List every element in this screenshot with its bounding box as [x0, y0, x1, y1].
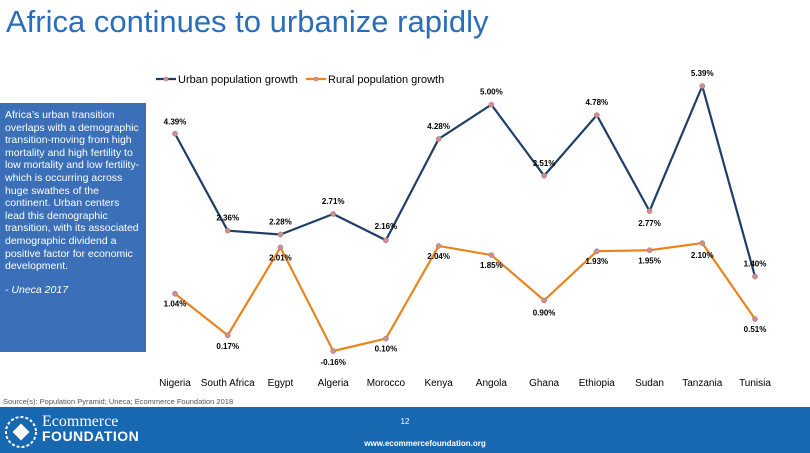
rural-point-egypt [277, 244, 284, 251]
x-tick-label: Tanzania [682, 378, 722, 389]
rural-data-label: 1.04% [164, 300, 187, 309]
urban-data-label: 2.36% [216, 214, 239, 223]
rural-series-line [174, 241, 756, 353]
quote-box: Africa’s urban transition overlaps with … [0, 103, 146, 352]
urban-point-tunisia [752, 273, 758, 280]
x-tick-label: Egypt [268, 378, 294, 389]
rural-data-label: 0.17% [216, 342, 239, 351]
rural-data-label: 2.04% [427, 252, 450, 261]
x-tick-label: Kenya [424, 378, 453, 389]
urban-data-label: 2.77% [638, 219, 661, 228]
source-note: Source(s): Population Pyramid; Uneca; Ec… [3, 397, 234, 406]
rural-data-label: 0.90% [533, 308, 556, 317]
rural-data-label: 1.95% [638, 256, 661, 265]
urban-point-angola [488, 101, 495, 108]
x-tick-label: Nigeria [159, 378, 191, 389]
urban-point-ghana [541, 172, 547, 179]
rural-data-label: 0.51% [744, 325, 767, 334]
footer-url[interactable]: www.ecommercefoundation.org [364, 439, 486, 448]
urban-point-tanzania [699, 83, 706, 89]
urban-data-label: 5.00% [480, 88, 503, 97]
rural-point-ghana [541, 297, 547, 304]
x-tick-label: Morocco [367, 378, 406, 389]
rural-point-kenya [435, 243, 442, 249]
x-tick-label: Sudan [635, 378, 664, 389]
urban-point-sudan [646, 208, 653, 214]
urban-point-morocco [383, 237, 389, 244]
rural-point-algeria [330, 348, 337, 354]
quote-text: Africa’s urban transition overlaps with … [5, 109, 140, 273]
logo-wordmark: Ecommerce FOUNDATION [42, 414, 139, 444]
x-tick-label: Ethiopia [579, 378, 616, 389]
urban-data-label: 5.39% [691, 69, 714, 78]
legend-urban-marker [163, 76, 169, 82]
ecommerce-foundation-logo-icon [5, 416, 37, 448]
urban-data-label: 1.40% [744, 260, 767, 269]
rural-point-ethiopia [593, 248, 600, 255]
legend-rural-label: Rural population growth [328, 74, 444, 86]
rural-point-angola [488, 252, 495, 258]
x-tick-label: Angola [476, 378, 508, 389]
urban-point-egypt [277, 231, 284, 238]
x-tick-label: South Africa [201, 378, 255, 389]
rural-data-label: 2.10% [691, 251, 714, 260]
slide-title: Africa continues to urbanize rapidly [6, 4, 489, 39]
x-tick-label: Ghana [529, 378, 559, 389]
logo-line2: FOUNDATION [42, 428, 140, 444]
urban-series-line [174, 84, 757, 277]
urban-point-nigeria [172, 130, 178, 137]
urban-data-label: 4.78% [585, 98, 608, 107]
rural-data-label: 2.01% [269, 253, 292, 262]
x-tick-label: Tunisia [739, 378, 771, 389]
rural-point-tunisia [752, 316, 758, 322]
rural-data-label: 1.93% [585, 257, 608, 266]
x-tick-label: Algeria [318, 378, 350, 389]
urban-data-label: 2.16% [375, 222, 398, 231]
rural-data-label: 0.10% [375, 345, 398, 354]
rural-point-sudan [646, 247, 653, 254]
page-number: 12 [400, 417, 410, 426]
rural-point-south-africa [224, 332, 231, 339]
urban-data-label: 4.39% [164, 118, 187, 127]
rural-point-nigeria [172, 290, 178, 297]
urban-data-label: 4.28% [427, 122, 450, 131]
urban-point-ethiopia [593, 112, 600, 118]
urban-data-label: 2.28% [269, 217, 292, 226]
rural-point-tanzania [699, 240, 706, 246]
quote-attribution: - Uneca 2017 [5, 283, 69, 296]
urban-data-label: 2.71% [322, 197, 345, 206]
rural-data-label: 1.85% [480, 261, 503, 270]
urban-point-south-africa [224, 227, 231, 234]
legend-rural-marker [313, 76, 319, 82]
logo-line1: Ecommerce [42, 413, 119, 430]
urban-point-algeria [330, 211, 337, 217]
rural-data-label: -0.16% [321, 358, 346, 367]
urban-data-label: 3.51% [533, 159, 556, 168]
rural-point-morocco [383, 335, 389, 342]
footer-bar: Ecommerce FOUNDATION 12 www.ecommercefou… [0, 407, 810, 453]
urban-point-kenya [435, 136, 442, 142]
line-chart: 4.39% 2.36% 2.28% 2.71% 2.16% 4.28% 5.00% 3.51%… [156, 69, 771, 389]
legend-urban-label: Urban population growth [178, 74, 298, 86]
